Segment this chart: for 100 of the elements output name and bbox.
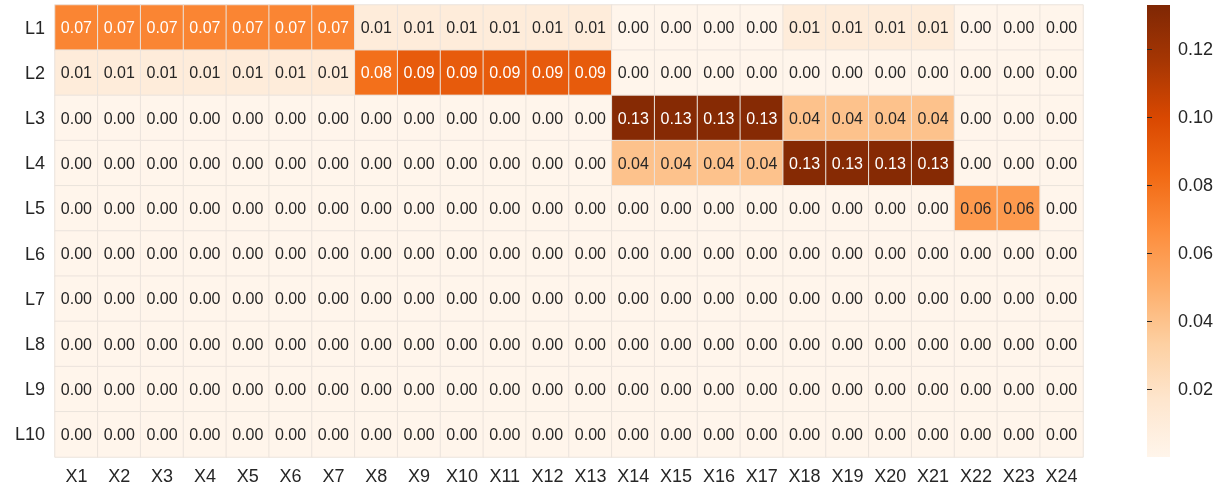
- data-label: 0.00: [746, 64, 778, 82]
- data-label: 0.00: [446, 199, 478, 217]
- data-label: 0.00: [789, 380, 821, 398]
- data-label: 0.00: [746, 19, 778, 37]
- data-label: 0.01: [831, 19, 864, 37]
- data-label: 0.00: [660, 19, 692, 37]
- data-label: 0.00: [317, 109, 350, 127]
- x-tick-label: X13: [574, 466, 607, 486]
- data-label: 0.00: [360, 290, 392, 308]
- data-label: 0.00: [1003, 64, 1035, 82]
- data-label: 0.00: [660, 425, 692, 443]
- data-label: 0.01: [275, 64, 307, 82]
- data-label: 0.07: [275, 19, 307, 37]
- data-label: 0.00: [574, 199, 607, 217]
- data-label: 0.00: [60, 335, 93, 353]
- data-label: 0.04: [789, 109, 821, 127]
- data-label: 0.00: [960, 335, 992, 353]
- data-label: 0.00: [103, 199, 135, 217]
- data-label: 0.00: [317, 290, 350, 308]
- x-tick-label: X8: [365, 466, 388, 486]
- data-label: 0.01: [489, 19, 521, 37]
- data-label: 0.00: [360, 380, 392, 398]
- data-label: 0.00: [317, 380, 350, 398]
- data-label: 0.00: [446, 109, 478, 127]
- data-label: 0.09: [446, 64, 478, 82]
- data-label: 0.00: [746, 245, 778, 263]
- data-label: 0.00: [446, 425, 478, 443]
- x-tick-label: X20: [874, 466, 907, 486]
- x-tick-label: X4: [193, 466, 216, 486]
- y-tick-label: L1: [24, 17, 45, 38]
- data-label: 0.01: [189, 64, 221, 82]
- data-label: 0.00: [960, 154, 992, 172]
- data-label: 0.04: [660, 154, 692, 172]
- data-label: 0.00: [1003, 380, 1035, 398]
- x-tick-label: X15: [660, 466, 693, 486]
- data-label: 0.00: [446, 380, 478, 398]
- data-label: 0.00: [1003, 109, 1035, 127]
- data-label: 0.00: [189, 245, 221, 263]
- data-label: 0.00: [703, 290, 735, 308]
- data-label: 0.00: [317, 154, 350, 172]
- data-label: 0.00: [532, 245, 564, 263]
- data-label: 0.00: [403, 109, 435, 127]
- data-label: 0.00: [617, 290, 649, 308]
- x-tick-label: X7: [322, 466, 345, 486]
- data-label: 0.00: [746, 380, 778, 398]
- data-label: 0.01: [60, 64, 93, 82]
- data-label: 0.00: [617, 425, 649, 443]
- data-label: 0.00: [403, 290, 435, 308]
- x-tick-label: X1: [65, 466, 88, 486]
- data-label: 0.00: [146, 109, 178, 127]
- data-label: 0.00: [917, 245, 949, 263]
- data-label: 0.01: [146, 64, 178, 82]
- data-label: 0.00: [660, 64, 692, 82]
- data-label: 0.00: [1046, 290, 1078, 308]
- data-label: 0.13: [831, 154, 864, 172]
- data-label: 0.04: [831, 109, 864, 127]
- data-label: 0.00: [960, 380, 992, 398]
- x-tick-label: X12: [531, 466, 564, 486]
- data-label: 0.00: [660, 335, 692, 353]
- x-tick-label: X5: [236, 466, 259, 486]
- data-label: 0.01: [232, 64, 264, 82]
- data-label: 0.00: [275, 109, 307, 127]
- data-label: 0.00: [189, 335, 221, 353]
- data-label: 0.00: [574, 335, 607, 353]
- data-label: 0.01: [446, 19, 478, 37]
- data-label: 0.00: [146, 245, 178, 263]
- data-label: 0.09: [574, 64, 607, 82]
- data-label: 0.00: [446, 290, 478, 308]
- x-tick-label: X3: [151, 466, 174, 486]
- color-bar-label: 0.10: [1178, 107, 1214, 128]
- data-label: 0.01: [360, 19, 392, 37]
- data-label: 0.00: [1046, 245, 1078, 263]
- data-label: 0.00: [446, 335, 478, 353]
- y-tick-label: L4: [24, 153, 45, 174]
- y-tick-label: L9: [24, 379, 45, 400]
- y-tick-label: L8: [24, 334, 45, 354]
- data-label: 0.00: [103, 425, 135, 443]
- data-label: 0.00: [574, 109, 607, 127]
- y-tick-label: L6: [24, 243, 45, 264]
- data-label: 0.00: [617, 380, 649, 398]
- data-label: 0.00: [189, 380, 221, 398]
- x-tick-label: X19: [831, 466, 864, 486]
- x-tick-label: X6: [279, 466, 302, 486]
- data-label: 0.00: [617, 335, 649, 353]
- data-label: 0.00: [574, 425, 607, 443]
- data-label: 0.00: [746, 199, 778, 217]
- data-label: 0.00: [317, 425, 350, 443]
- data-label: 0.00: [532, 290, 564, 308]
- data-label: 0.00: [403, 154, 435, 172]
- data-label: 0.00: [1046, 19, 1078, 37]
- data-label: 0.00: [232, 380, 264, 398]
- data-label: 0.00: [574, 380, 607, 398]
- data-label: 0.00: [874, 335, 906, 353]
- data-label: 0.00: [1046, 64, 1078, 82]
- data-label: 0.00: [831, 335, 864, 353]
- y-tick-label: L3: [24, 108, 45, 128]
- data-label: 0.08: [360, 64, 392, 82]
- data-label: 0.07: [103, 19, 135, 37]
- data-label: 0.00: [317, 245, 350, 263]
- data-label: 0.00: [746, 425, 778, 443]
